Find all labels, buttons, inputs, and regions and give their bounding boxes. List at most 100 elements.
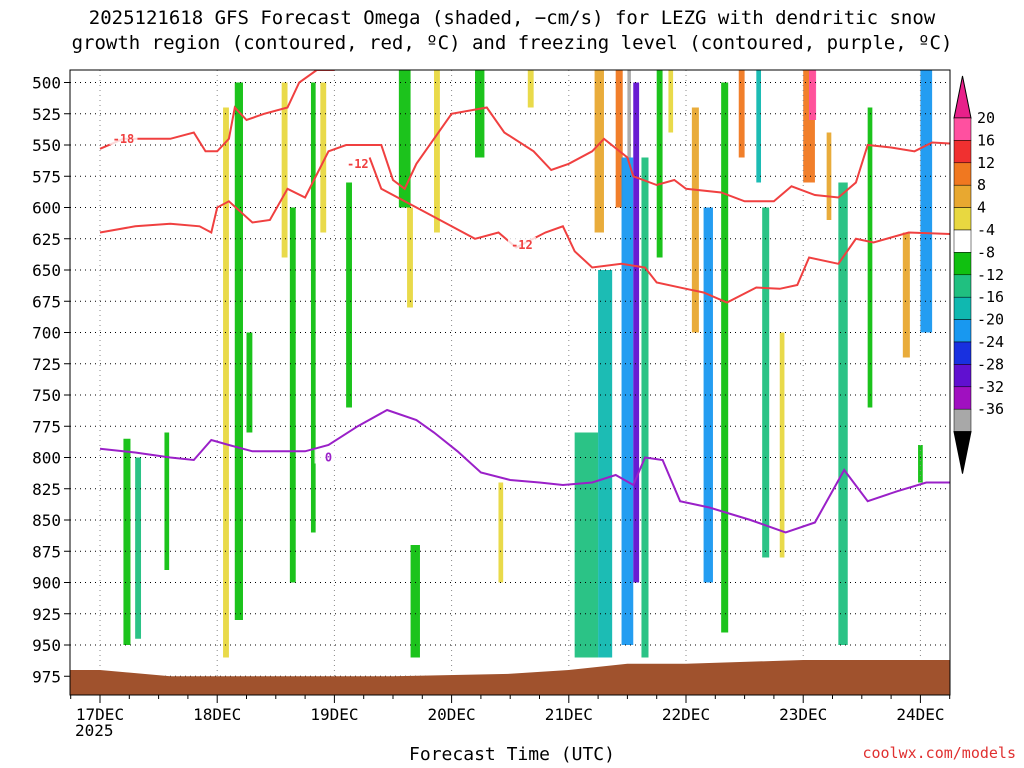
colorbar-bottom-arrow xyxy=(953,431,972,474)
omega-region-32 xyxy=(756,70,762,183)
dgz-contour-1 xyxy=(99,106,950,234)
omega-region-29 xyxy=(703,207,713,583)
omega-region-28 xyxy=(691,107,699,333)
colorbar-bin-13 xyxy=(953,408,972,432)
y-tick-label-800: 800 xyxy=(32,449,61,468)
omega-region-4 xyxy=(234,82,243,620)
colorbar-bin-12 xyxy=(953,386,972,410)
omega-region-8 xyxy=(310,82,316,533)
colorbar: 20 16 12 8 4 -4 -8 -12 -16 -20 -24 -28 -32 -36 xyxy=(953,75,1004,474)
watermark: coolwx.com/models xyxy=(862,744,1016,762)
omega-region-23 xyxy=(627,70,631,158)
omega-region-30 xyxy=(721,82,729,633)
plot-area xyxy=(70,70,950,695)
omega-region-35 xyxy=(803,70,815,183)
omega-region-24 xyxy=(633,82,640,583)
omega-region-38 xyxy=(838,182,848,645)
omega-region-31 xyxy=(738,70,745,158)
dgz-contour-2-label: -12 xyxy=(511,238,533,252)
omega-region-3 xyxy=(223,107,229,658)
colorbar-bin-0 xyxy=(953,117,972,141)
colorbar-bin-4 xyxy=(953,207,972,231)
dgz-contour-2-label-bg xyxy=(507,237,536,251)
colorbar-label-6: -8 xyxy=(977,243,995,261)
omega-shading xyxy=(123,70,933,658)
omega-region-6 xyxy=(281,82,288,258)
colorbar-label-0: 20 xyxy=(977,109,995,127)
colorbar-label-9: -20 xyxy=(977,311,1004,329)
y-tick-label-500: 500 xyxy=(32,74,61,93)
title-line-2: growth region (contoured, red, ºC) and f… xyxy=(71,32,953,54)
y-tick-label-875: 875 xyxy=(32,542,61,561)
y-tick-label-750: 750 xyxy=(32,386,61,405)
omega-region-9 xyxy=(320,82,327,233)
dgz-contour-0-label: -18 xyxy=(113,132,135,146)
dgz-contour-0-label-bg xyxy=(109,130,138,145)
x-tick-label-20DEC: 20DEC xyxy=(428,705,476,724)
colorbar-label-4: 4 xyxy=(977,199,986,217)
omega-region-33 xyxy=(762,207,770,558)
y-tick-label-600: 600 xyxy=(32,199,61,218)
omega-region-26 xyxy=(656,70,663,258)
omega-region-41 xyxy=(920,70,933,333)
y-tick-label-725: 725 xyxy=(32,355,61,374)
contours: -18 -12 -12 0 xyxy=(99,70,950,534)
omega-region-13 xyxy=(407,207,413,308)
dgz-contour-2 xyxy=(368,157,950,304)
omega-region-34 xyxy=(779,332,785,558)
colorbar-bin-5 xyxy=(953,229,972,253)
colorbar-bin-10 xyxy=(953,341,972,365)
x-tick-label-21DEC: 21DEC xyxy=(545,705,593,724)
y-tick-label-575: 575 xyxy=(32,167,61,186)
colorbar-label-8: -16 xyxy=(977,288,1004,306)
omega-region-42 xyxy=(918,445,923,483)
colorbar-bin-3 xyxy=(953,184,972,208)
omega-region-0 xyxy=(123,438,131,645)
chart-title: 2025121618 GFS Forecast Omega (shaded, −… xyxy=(0,6,1024,56)
colorbar-label-12: -32 xyxy=(977,378,1004,396)
colorbar-label-2: 12 xyxy=(977,154,995,172)
omega-region-27 xyxy=(668,70,674,133)
y-tick-label-625: 625 xyxy=(32,230,61,249)
colorbar-label-11: -28 xyxy=(977,355,1004,373)
x-tick-label-18DEC: 18DEC xyxy=(193,705,241,724)
y-tick-label-675: 675 xyxy=(32,292,61,311)
freezing-contour-0 xyxy=(99,408,950,534)
omega-region-18 xyxy=(574,432,599,658)
y-axis: 500 525 550 575 600 625 650 675 700 725 750 775 800 8… xyxy=(32,74,70,686)
omega-region-10 xyxy=(346,182,352,408)
omega-region-16 xyxy=(498,482,504,583)
omega-region-36 xyxy=(809,70,817,120)
colorbar-bin-9 xyxy=(953,319,972,343)
title-line-1: 2025121618 GFS Forecast Omega (shaded, −… xyxy=(88,7,936,29)
y-tick-label-650: 650 xyxy=(32,261,61,280)
colorbar-bin-7 xyxy=(953,274,972,298)
colorbar-top-arrow xyxy=(953,75,972,119)
colorbar-label-1: 16 xyxy=(977,131,995,149)
dgz-contour-1-label: -12 xyxy=(347,157,369,171)
x-tick-label-23DEC: 23DEC xyxy=(779,705,827,724)
colorbar-label-5: -4 xyxy=(977,221,995,239)
omega-region-17 xyxy=(527,70,534,108)
omega-region-19 xyxy=(594,70,604,233)
y-tick-label-975: 975 xyxy=(32,667,61,686)
x-tick-label-22DEC: 22DEC xyxy=(662,705,710,724)
x-axis: 17DEC 18DEC 19DEC 20DEC 21DEC 22DEC 23DEC 24DEC xyxy=(70,695,951,724)
y-tick-label-925: 925 xyxy=(32,605,61,624)
colorbar-bin-6 xyxy=(953,252,972,276)
y-tick-label-850: 850 xyxy=(32,511,61,530)
colorbar-label-10: -24 xyxy=(977,333,1004,351)
colorbar-label-3: 8 xyxy=(977,176,986,194)
omega-region-20 xyxy=(598,270,613,658)
omega-region-7 xyxy=(289,207,296,583)
y-tick-label-825: 825 xyxy=(32,480,61,499)
colorbar-bin-8 xyxy=(953,296,972,320)
y-tick-label-550: 550 xyxy=(32,136,61,155)
freezing-contour-0-label: 0 xyxy=(325,451,332,465)
omega-region-14 xyxy=(434,70,440,233)
omega-region-37 xyxy=(826,132,832,220)
omega-region-21 xyxy=(615,70,623,208)
omega-region-25 xyxy=(641,157,649,658)
omega-region-39 xyxy=(867,107,873,408)
